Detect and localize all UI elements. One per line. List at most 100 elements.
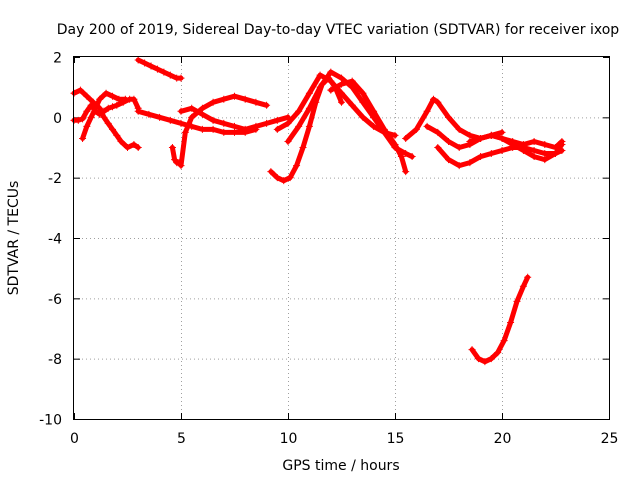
data-point	[102, 89, 110, 97]
data-point	[124, 144, 131, 151]
data-point	[477, 153, 485, 161]
data-point	[430, 95, 438, 103]
data-point	[141, 59, 149, 67]
data-point	[519, 140, 527, 148]
data-point	[286, 174, 294, 182]
data-point	[104, 119, 112, 127]
data-point	[327, 86, 335, 94]
data-point	[209, 116, 217, 124]
data-point	[519, 147, 527, 155]
chart-title: Day 200 of 2019, Sidereal Day-to-day VTE…	[57, 22, 620, 38]
data-point	[466, 159, 474, 167]
data-point	[83, 107, 91, 115]
data-point	[295, 122, 303, 130]
data-point	[498, 134, 506, 142]
data-point	[198, 104, 206, 112]
data-point	[327, 77, 335, 85]
series-trace	[467, 132, 565, 150]
data-point	[445, 156, 452, 164]
data-point	[113, 101, 121, 109]
data-point	[252, 98, 260, 106]
data-point	[273, 125, 281, 133]
data-point	[109, 125, 117, 133]
data-point	[241, 95, 249, 103]
data-point	[153, 65, 161, 73]
data-point	[76, 86, 84, 94]
data-point	[359, 98, 367, 106]
data-point	[541, 150, 549, 158]
x-axis-label: GPS time / hours	[282, 458, 399, 474]
data-point	[402, 150, 410, 158]
data-point	[455, 125, 463, 133]
data-point	[252, 122, 260, 130]
x-tick-label: 15	[387, 431, 405, 447]
data-point	[423, 122, 431, 130]
data-point	[487, 131, 495, 139]
data-point	[380, 125, 388, 133]
data-point	[145, 110, 153, 118]
data-point	[220, 95, 228, 103]
data-point	[188, 113, 196, 121]
x-tick-label: 10	[280, 431, 298, 447]
data-point	[198, 125, 206, 133]
data-point	[500, 337, 508, 345]
data-point	[519, 282, 527, 290]
data-point	[177, 119, 185, 127]
data-point	[530, 137, 538, 145]
data-point	[445, 137, 452, 145]
data-point	[316, 83, 324, 91]
data-point	[481, 358, 489, 366]
data-point	[468, 346, 476, 354]
series-arc-15	[466, 131, 566, 151]
axis-ticks: 0 5 10 15 20 25 -10 -8 -6 -4 -2 0 2	[39, 51, 618, 448]
data-point	[391, 131, 399, 139]
data-point	[115, 95, 123, 103]
plot-frame	[73, 56, 610, 420]
data-point	[305, 104, 313, 112]
data-point	[134, 56, 142, 64]
data-point	[74, 116, 82, 124]
data-point	[147, 62, 155, 70]
data-point	[117, 137, 125, 145]
data-point	[348, 77, 356, 85]
data-point	[209, 125, 217, 133]
series-arc-5	[134, 107, 260, 136]
y-tick-label: -4	[48, 232, 62, 248]
data-point	[166, 71, 174, 79]
data-point	[524, 273, 532, 281]
data-point	[263, 119, 271, 127]
data-point	[130, 95, 138, 103]
data-point	[87, 101, 95, 109]
data-point	[263, 101, 271, 109]
data-point	[177, 107, 185, 115]
data-point	[445, 113, 452, 121]
data-point	[474, 355, 482, 363]
data-point	[104, 104, 112, 112]
data-point	[96, 110, 104, 118]
data-point	[402, 134, 410, 142]
series-arc-7	[177, 104, 292, 133]
data-point	[305, 89, 313, 97]
data-point	[160, 68, 168, 76]
data-point	[348, 101, 356, 109]
data-point	[220, 119, 228, 127]
x-tick-label: 5	[177, 431, 186, 447]
series-arc-4	[134, 56, 185, 82]
data-point	[181, 128, 189, 136]
data-point	[156, 113, 164, 121]
data-point	[359, 89, 367, 97]
data-point	[96, 95, 104, 103]
data-point	[284, 119, 292, 127]
data-point	[552, 150, 559, 158]
data-point	[295, 107, 303, 115]
series-trace	[469, 274, 531, 365]
data-point	[558, 137, 566, 145]
data-point	[338, 80, 345, 88]
data-point	[338, 89, 345, 97]
data-point	[100, 107, 108, 115]
data-point	[284, 137, 292, 145]
data-layer	[70, 56, 566, 366]
data-point	[434, 128, 442, 136]
y-tick-label: 2	[53, 51, 62, 67]
